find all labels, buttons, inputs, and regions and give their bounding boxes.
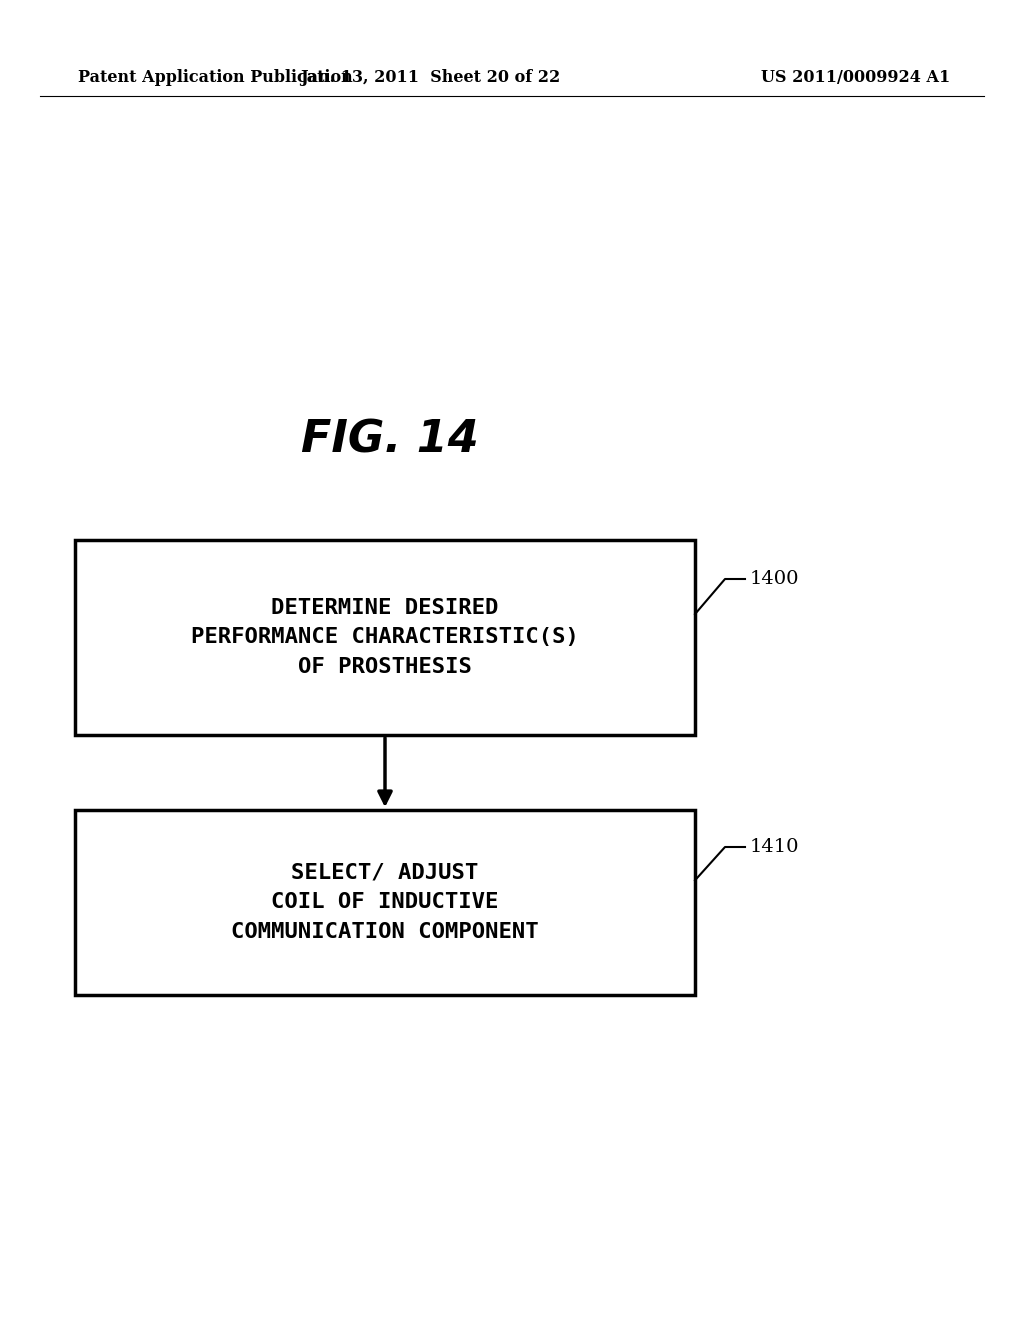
Text: US 2011/0009924 A1: US 2011/0009924 A1 — [761, 70, 950, 87]
Text: 1410: 1410 — [750, 838, 800, 855]
Text: SELECT/ ADJUST
COIL OF INDUCTIVE
COMMUNICATION COMPONENT: SELECT/ ADJUST COIL OF INDUCTIVE COMMUNI… — [231, 863, 539, 942]
Text: Jan. 13, 2011  Sheet 20 of 22: Jan. 13, 2011 Sheet 20 of 22 — [300, 70, 560, 87]
Text: DETERMINE DESIRED
PERFORMANCE CHARACTERISTIC(S)
OF PROSTHESIS: DETERMINE DESIRED PERFORMANCE CHARACTERI… — [191, 598, 579, 677]
Text: 1400: 1400 — [750, 570, 800, 587]
Bar — [75, 810, 695, 995]
Bar — [75, 540, 695, 735]
Text: Patent Application Publication: Patent Application Publication — [78, 70, 352, 87]
Text: FIG. 14: FIG. 14 — [301, 418, 479, 462]
